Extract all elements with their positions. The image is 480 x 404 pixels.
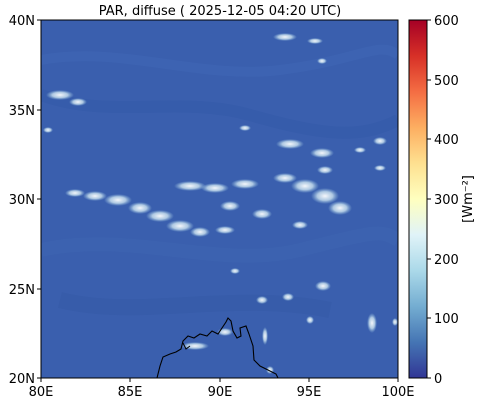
cloud-band-30n <box>65 166 352 237</box>
colorbar-tick-label: 300 <box>434 193 459 208</box>
coastline-detail <box>182 342 191 350</box>
colorbar-tick-label: 500 <box>434 74 459 89</box>
colorbar-tick-label: 400 <box>434 133 459 148</box>
lon-axis: 80E 85E 90E 95E 100E <box>29 378 415 400</box>
lon-tick-label: 90E <box>208 385 233 400</box>
cloud-features <box>43 33 398 374</box>
lon-tick-label: 95E <box>297 385 322 400</box>
colorbar-tick-label: 200 <box>434 253 459 268</box>
lat-axis: 40N 35N 30N 25N 20N <box>9 14 41 387</box>
map-panel <box>40 19 399 379</box>
lat-tick-label: 40N <box>9 14 35 29</box>
lat-tick-label: 20N <box>9 372 35 387</box>
lat-tick-label: 30N <box>9 193 35 208</box>
colorbar-tick-label: 0 <box>434 372 442 387</box>
cloud-patches-south <box>181 268 398 374</box>
diffuse-par-field <box>41 44 398 318</box>
lat-tick-label: 35N <box>9 104 35 119</box>
lon-tick-label: 80E <box>29 385 54 400</box>
colorbar-tick-label: 100 <box>434 312 459 327</box>
coastline <box>156 317 279 379</box>
colorbar-scale <box>408 19 428 379</box>
colorbar-tick-label: 600 <box>434 14 459 29</box>
lat-tick-label: 25N <box>9 283 35 298</box>
lon-tick-label: 85E <box>118 385 143 400</box>
chart-title: PAR, diffuse ( 2025-12-05 04:20 UTC) <box>99 4 342 19</box>
colorbar-label: [Wm⁻²] <box>461 175 476 223</box>
colorbar-ticks: 600 500 400 300 200 100 0 <box>427 14 459 387</box>
colorbar: 600 500 400 300 200 100 0 [Wm⁻²] <box>408 14 476 387</box>
cloud-patches-north <box>273 33 327 64</box>
cloud-patches-35n <box>43 90 387 171</box>
lon-tick-label: 100E <box>381 385 414 400</box>
